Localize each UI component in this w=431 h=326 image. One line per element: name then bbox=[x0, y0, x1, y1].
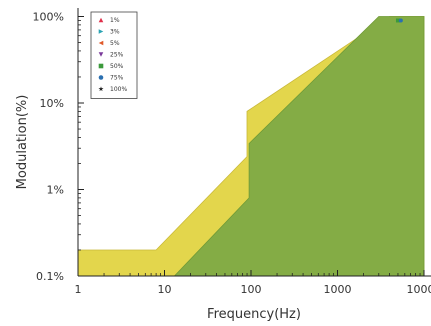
ticks-layer: 1 10 100 1000 10000 0.1% 1% 10% 100% bbox=[33, 11, 431, 297]
data-point bbox=[398, 18, 403, 23]
legend: 1% 3% 5% 25% 50% 75% 100% bbox=[90, 11, 138, 99]
legend-label: 100% bbox=[110, 86, 127, 93]
points-layer bbox=[395, 18, 403, 23]
legend-marker bbox=[98, 29, 104, 34]
axes-layer bbox=[77, 8, 431, 277]
y-axis-title: Modulation(%) bbox=[15, 95, 30, 190]
legend-label: 1% bbox=[110, 17, 120, 24]
data-point bbox=[395, 18, 400, 23]
legend-box bbox=[90, 11, 138, 99]
legend-label: 25% bbox=[110, 52, 124, 59]
x-tick-label: 1 bbox=[75, 283, 82, 296]
y-tick-label: 1% bbox=[47, 184, 64, 197]
legend-marker bbox=[98, 40, 104, 46]
legend-label: 5% bbox=[110, 40, 120, 47]
areas-layer bbox=[78, 16, 425, 276]
legend-marker bbox=[98, 63, 104, 69]
legend-marker bbox=[98, 86, 104, 92]
y-tick-label: 0.1% bbox=[36, 270, 64, 283]
x-tick-label: 10000 bbox=[407, 283, 431, 296]
legend-label: 50% bbox=[110, 63, 124, 70]
y-tick-label: 100% bbox=[33, 11, 64, 24]
legend-marker bbox=[98, 75, 104, 80]
legend-label: 75% bbox=[110, 75, 124, 82]
legend-marker bbox=[98, 52, 104, 57]
x-tick-label: 100 bbox=[241, 283, 262, 296]
legend-label: 3% bbox=[110, 29, 120, 36]
legend-marker bbox=[98, 17, 104, 23]
x-tick-label: 1000 bbox=[324, 283, 352, 296]
y-tick-label: 10% bbox=[40, 97, 64, 110]
x-tick-label: 10 bbox=[158, 283, 172, 296]
x-axis-title: Frequency(Hz) bbox=[207, 307, 301, 322]
green-region bbox=[173, 16, 425, 276]
